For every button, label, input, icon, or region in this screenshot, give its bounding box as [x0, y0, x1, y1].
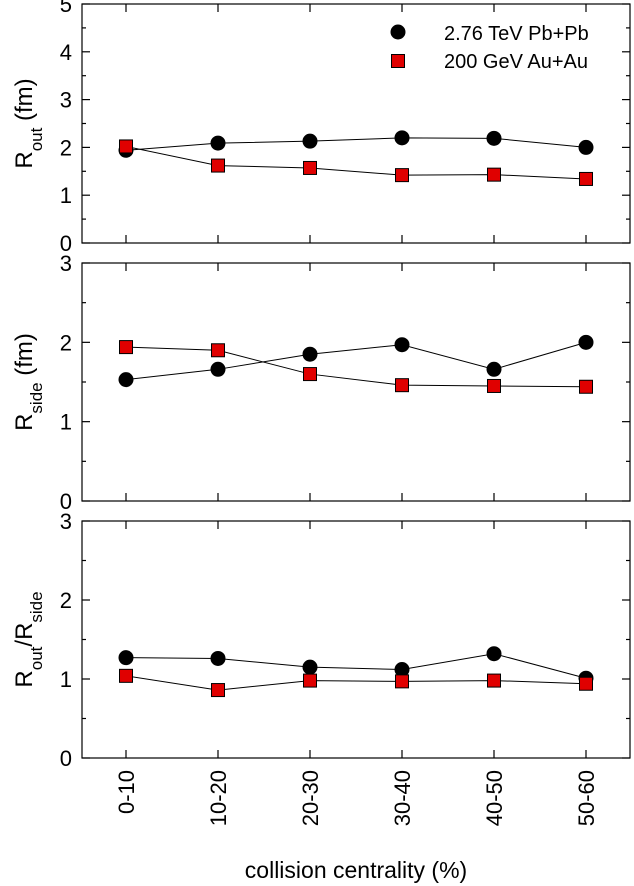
data-point-pbpb-ratio — [118, 650, 134, 666]
y-axis-label-rside: Rside (fm) — [11, 333, 46, 431]
data-point-pbpb-rout — [210, 135, 226, 151]
data-point-auau-ratio — [119, 668, 133, 683]
data-point-auau-rside — [211, 343, 225, 358]
y-tick-label-ratio: 3 — [60, 509, 72, 534]
data-point-auau-ratio — [211, 683, 225, 698]
data-point-auau-ratio — [487, 673, 501, 688]
data-point-auau-rout — [579, 171, 593, 186]
y-tick-label-rside: 1 — [60, 410, 72, 435]
data-point-pbpb-ratio — [302, 659, 318, 675]
data-point-pbpb-rside — [302, 346, 318, 362]
y-tick-label-ratio: 0 — [60, 746, 72, 771]
x-axis-label: collision centrality (%) — [245, 857, 467, 883]
x-tick-label: 40-50 — [482, 770, 507, 826]
data-point-auau-rout — [487, 167, 501, 182]
data-point-pbpb-rside — [486, 361, 502, 377]
y-tick-label-rside: 3 — [60, 251, 72, 276]
data-point-auau-rout — [211, 158, 225, 173]
data-point-pbpb-rside — [578, 334, 594, 350]
x-tick-label: 0-10 — [114, 770, 139, 814]
data-point-auau-rside — [487, 378, 501, 393]
data-point-auau-rout — [119, 139, 133, 154]
y-tick-label-rout: 2 — [60, 135, 72, 160]
series-line-rside-1 — [125, 346, 587, 388]
data-point-auau-rside — [303, 367, 317, 382]
y-tick-label-rout: 3 — [60, 88, 72, 113]
data-point-pbpb-rout — [486, 130, 502, 146]
data-point-auau-ratio — [579, 676, 593, 691]
legend-label-auau: 200 GeV Au+Au — [444, 51, 588, 73]
data-point-pbpb-rout — [302, 133, 318, 149]
data-point-auau-rout — [395, 168, 409, 183]
y-tick-label-ratio: 1 — [60, 667, 72, 692]
legend-marker-pbpb — [390, 24, 406, 40]
panel-frame-rside — [81, 262, 631, 502]
y-tick-label-rside: 0 — [60, 489, 72, 514]
data-point-auau-ratio — [303, 673, 317, 688]
data-point-pbpb-rside — [210, 361, 226, 377]
y-tick-label-rout: 0 — [60, 231, 72, 256]
y-tick-label-rout: 4 — [60, 40, 72, 65]
data-point-auau-rside — [579, 379, 593, 394]
series-line-rout-1 — [125, 145, 587, 180]
data-point-pbpb-ratio — [210, 650, 226, 666]
data-point-pbpb-rout — [394, 130, 410, 146]
data-point-pbpb-ratio — [486, 646, 502, 662]
data-point-pbpb-rout — [578, 139, 594, 155]
data-point-auau-rside — [119, 340, 133, 355]
legend-label-pbpb: 2.76 TeV Pb+Pb — [444, 23, 589, 45]
data-point-auau-rout — [303, 160, 317, 175]
series-line-rout-0 — [125, 137, 587, 151]
x-tick-label: 50-60 — [574, 770, 599, 826]
data-point-pbpb-rside — [118, 372, 134, 388]
x-tick-label: 30-40 — [390, 770, 415, 826]
panel-frame-ratio — [81, 520, 631, 759]
series-line-rside-0 — [125, 341, 587, 381]
y-tick-label-rout: 1 — [60, 183, 72, 208]
data-point-pbpb-rside — [394, 337, 410, 353]
y-tick-label-rout: 5 — [60, 0, 72, 17]
series-line-ratio-0 — [125, 653, 587, 679]
x-tick-label: 10-20 — [206, 770, 231, 826]
series-line-ratio-1 — [125, 675, 587, 691]
data-point-auau-ratio — [395, 674, 409, 689]
data-point-auau-rside — [395, 378, 409, 393]
y-axis-label-ratio: Rout/Rside — [11, 591, 46, 687]
y-tick-label-rside: 2 — [60, 330, 72, 355]
y-axis-label-rout: Rout (fm) — [11, 78, 46, 168]
y-tick-label-ratio: 2 — [60, 588, 72, 613]
x-tick-label: 20-30 — [298, 770, 323, 826]
legend-marker-auau — [391, 54, 405, 68]
